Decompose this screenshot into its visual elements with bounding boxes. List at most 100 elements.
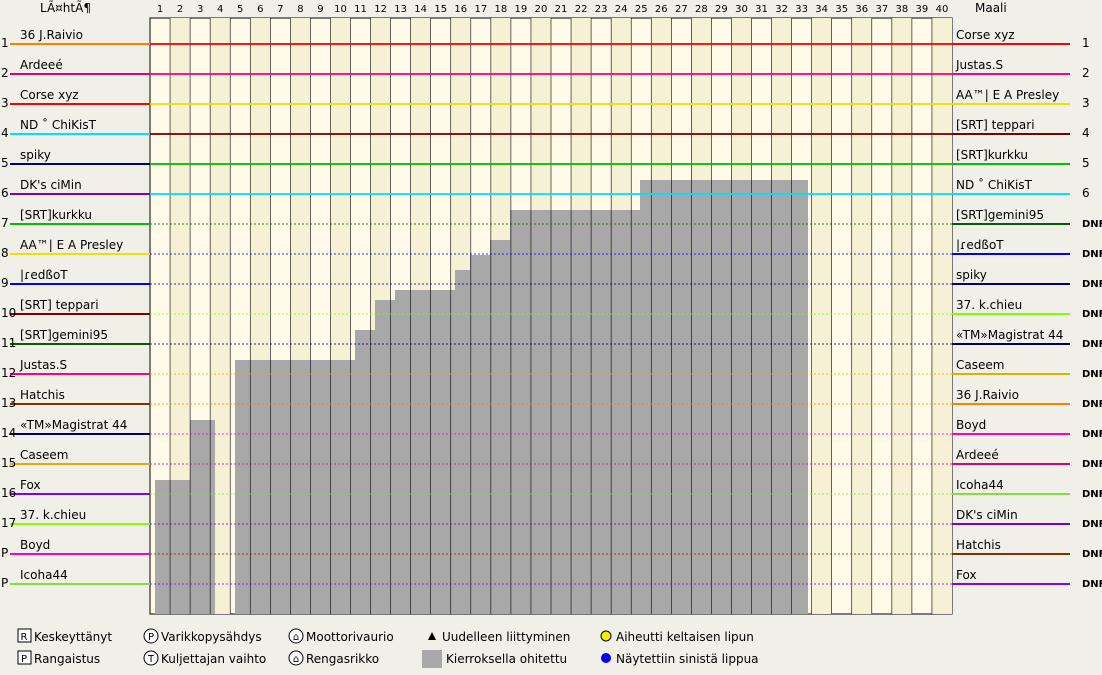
start-position: 7 [1, 216, 9, 230]
legend-symbol: ⌂ [293, 632, 299, 643]
start-position: 15 [1, 456, 16, 470]
legend-label: Varikkopysähdys [161, 630, 262, 644]
start-name: [SRT] teppari [20, 298, 99, 312]
lap-number: 26 [655, 4, 668, 15]
legend-symbol: P [148, 632, 154, 643]
finish-name: Corse xyz [956, 28, 1015, 42]
legend-label: Moottorivaurio [306, 630, 394, 644]
legend-icon [601, 653, 611, 663]
start-position: 5 [1, 156, 9, 170]
finish-name: Caseem [956, 358, 1004, 372]
lap-number: 36 [855, 4, 868, 15]
lap-number: 40 [936, 4, 949, 15]
lap-number: 24 [615, 4, 628, 15]
lap-number: 27 [675, 4, 688, 15]
legend-label: Aiheutti keltaisen lipun [616, 630, 754, 644]
finish-name: |ɾedßoT [956, 238, 1004, 252]
finish-name: DK's ciMin [956, 508, 1018, 522]
finish-name: 36 J.Raivio [956, 388, 1019, 402]
finish-name: ND ˚ ChiKisT [956, 177, 1033, 192]
finish-result: DNF [1082, 309, 1102, 320]
start-position: 3 [1, 96, 9, 110]
legend-label: Keskeyttänyt [34, 630, 112, 644]
start-position: 17 [1, 516, 16, 530]
finish-result: DNF [1082, 369, 1102, 380]
lap-number: 38 [896, 4, 909, 15]
lap-number: 13 [394, 4, 407, 15]
start-position: 13 [1, 396, 16, 410]
legend-icon [600, 630, 612, 642]
finish-result: 1 [1082, 36, 1090, 50]
finish-name: Boyd [956, 418, 986, 432]
legend-icon [422, 650, 442, 668]
lap-number: 29 [715, 4, 728, 15]
finish-name: AA™| E A Presley [956, 88, 1059, 102]
lap-number: 18 [495, 4, 508, 15]
start-position: 9 [1, 276, 9, 290]
lap-number: 5 [237, 4, 243, 15]
finish-result: DNF [1082, 429, 1102, 440]
start-position: 1 [1, 36, 9, 50]
lap-column [931, 18, 952, 614]
lap-number: 14 [414, 4, 427, 15]
lapped-area [155, 180, 808, 614]
legend-label: Kuljettajan vaihto [161, 652, 266, 666]
finish-header: Maali [975, 1, 1007, 15]
start-position: 10 [1, 306, 16, 320]
lap-column [210, 18, 231, 614]
finish-result: DNF [1082, 489, 1102, 500]
legend-symbol: R [21, 632, 28, 643]
finish-result: 5 [1082, 156, 1090, 170]
start-header: LÃ¤htÃ¶ [40, 0, 91, 15]
lap-number: 6 [257, 4, 263, 15]
finish-result: DNF [1082, 279, 1102, 290]
lap-column [811, 18, 832, 614]
start-position: 6 [1, 186, 9, 200]
finish-name: Ardeeé [956, 448, 999, 462]
legend-label: Rangaistus [34, 652, 100, 666]
start-name: Caseem [20, 448, 68, 462]
start-name: Fox [20, 478, 41, 492]
start-position: 8 [1, 246, 9, 260]
legend-icon [428, 632, 436, 640]
lap-number: 19 [515, 4, 528, 15]
lap-number: 35 [835, 4, 848, 15]
lap-number: 31 [755, 4, 768, 15]
start-name: Boyd [20, 538, 50, 552]
finish-name: [SRT]kurkku [956, 148, 1028, 162]
finish-name: Icoha44 [956, 478, 1004, 492]
lap-number: 1 [157, 4, 163, 15]
lap-number: 25 [635, 4, 648, 15]
finish-name: spiky [956, 268, 987, 282]
lap-number: 20 [535, 4, 548, 15]
start-position: 11 [1, 336, 16, 350]
legend-icon [143, 650, 159, 666]
finish-name: Hatchis [956, 538, 1001, 552]
legend-label: Kierroksella ohitettu [446, 652, 567, 666]
finish-result: DNF [1082, 459, 1102, 470]
start-name: |ɾedßoT [20, 268, 68, 282]
legend-icon [288, 628, 304, 644]
legend-label: Näytettiin sinistä lippua [616, 652, 759, 666]
legend-icon [17, 628, 32, 643]
start-name: Hatchis [20, 388, 65, 402]
start-name: DK's ciMin [20, 178, 82, 192]
start-name: Icoha44 [20, 568, 68, 582]
lap-number: 10 [334, 4, 347, 15]
lap-number: 34 [815, 4, 828, 15]
start-name: spiky [20, 148, 51, 162]
finish-result: DNF [1082, 399, 1102, 410]
finish-result: DNF [1082, 549, 1102, 560]
lap-number: 12 [374, 4, 387, 15]
finish-name: Justas.S [955, 58, 1003, 72]
legend-label: Rengasrikko [306, 652, 379, 666]
lap-number: 39 [916, 4, 929, 15]
legend-label: Uudelleen liittyminen [442, 630, 570, 644]
start-name: ND ˚ ChiKisT [20, 117, 97, 132]
lap-number: 2 [177, 4, 183, 15]
lap-number: 32 [775, 4, 788, 15]
lap-column [170, 18, 191, 614]
lap-number: 33 [795, 4, 808, 15]
